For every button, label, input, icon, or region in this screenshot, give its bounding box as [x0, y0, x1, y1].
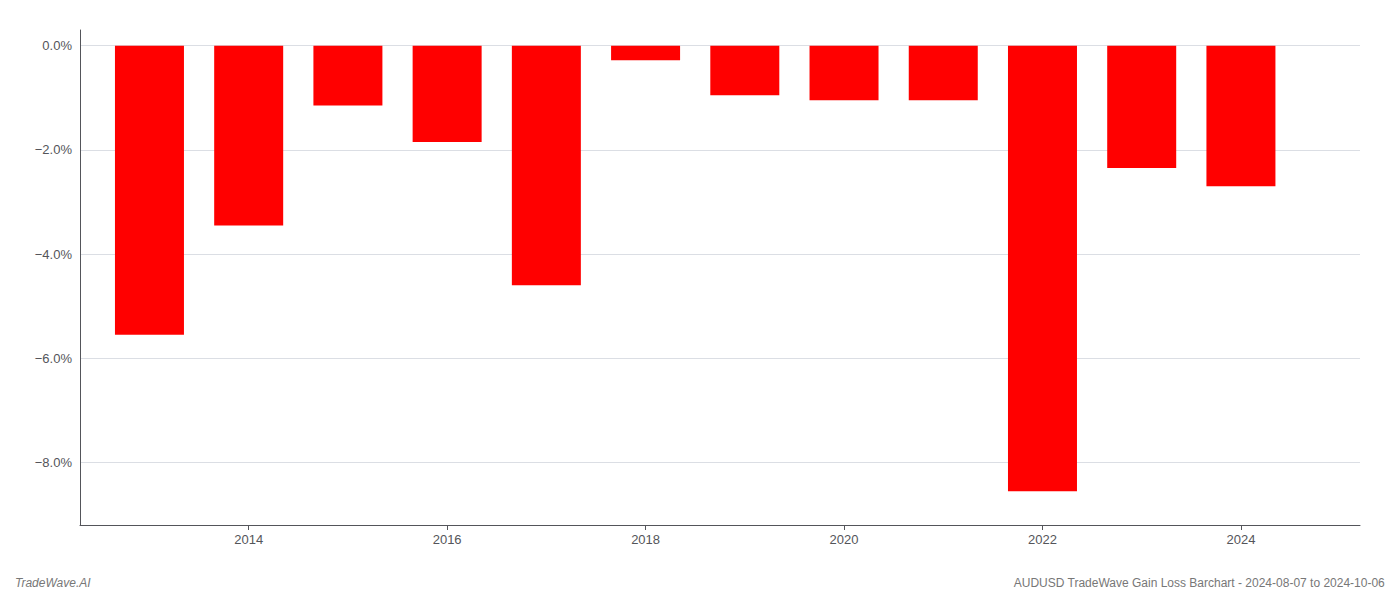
- svg-text:TradeWave.AI: TradeWave.AI: [15, 576, 91, 590]
- svg-text:2018: 2018: [631, 532, 660, 547]
- svg-text:−4.0%: −4.0%: [35, 247, 73, 262]
- svg-text:2022: 2022: [1028, 532, 1057, 547]
- svg-text:0.0%: 0.0%: [42, 38, 72, 53]
- svg-text:2016: 2016: [433, 532, 462, 547]
- svg-text:AUDUSD TradeWave Gain Loss Bar: AUDUSD TradeWave Gain Loss Barchart - 20…: [1014, 576, 1385, 590]
- svg-text:−6.0%: −6.0%: [35, 351, 73, 366]
- svg-text:−8.0%: −8.0%: [35, 455, 73, 470]
- svg-text:−2.0%: −2.0%: [35, 142, 73, 157]
- svg-text:2014: 2014: [234, 532, 263, 547]
- svg-text:2024: 2024: [1226, 532, 1255, 547]
- svg-text:2020: 2020: [830, 532, 859, 547]
